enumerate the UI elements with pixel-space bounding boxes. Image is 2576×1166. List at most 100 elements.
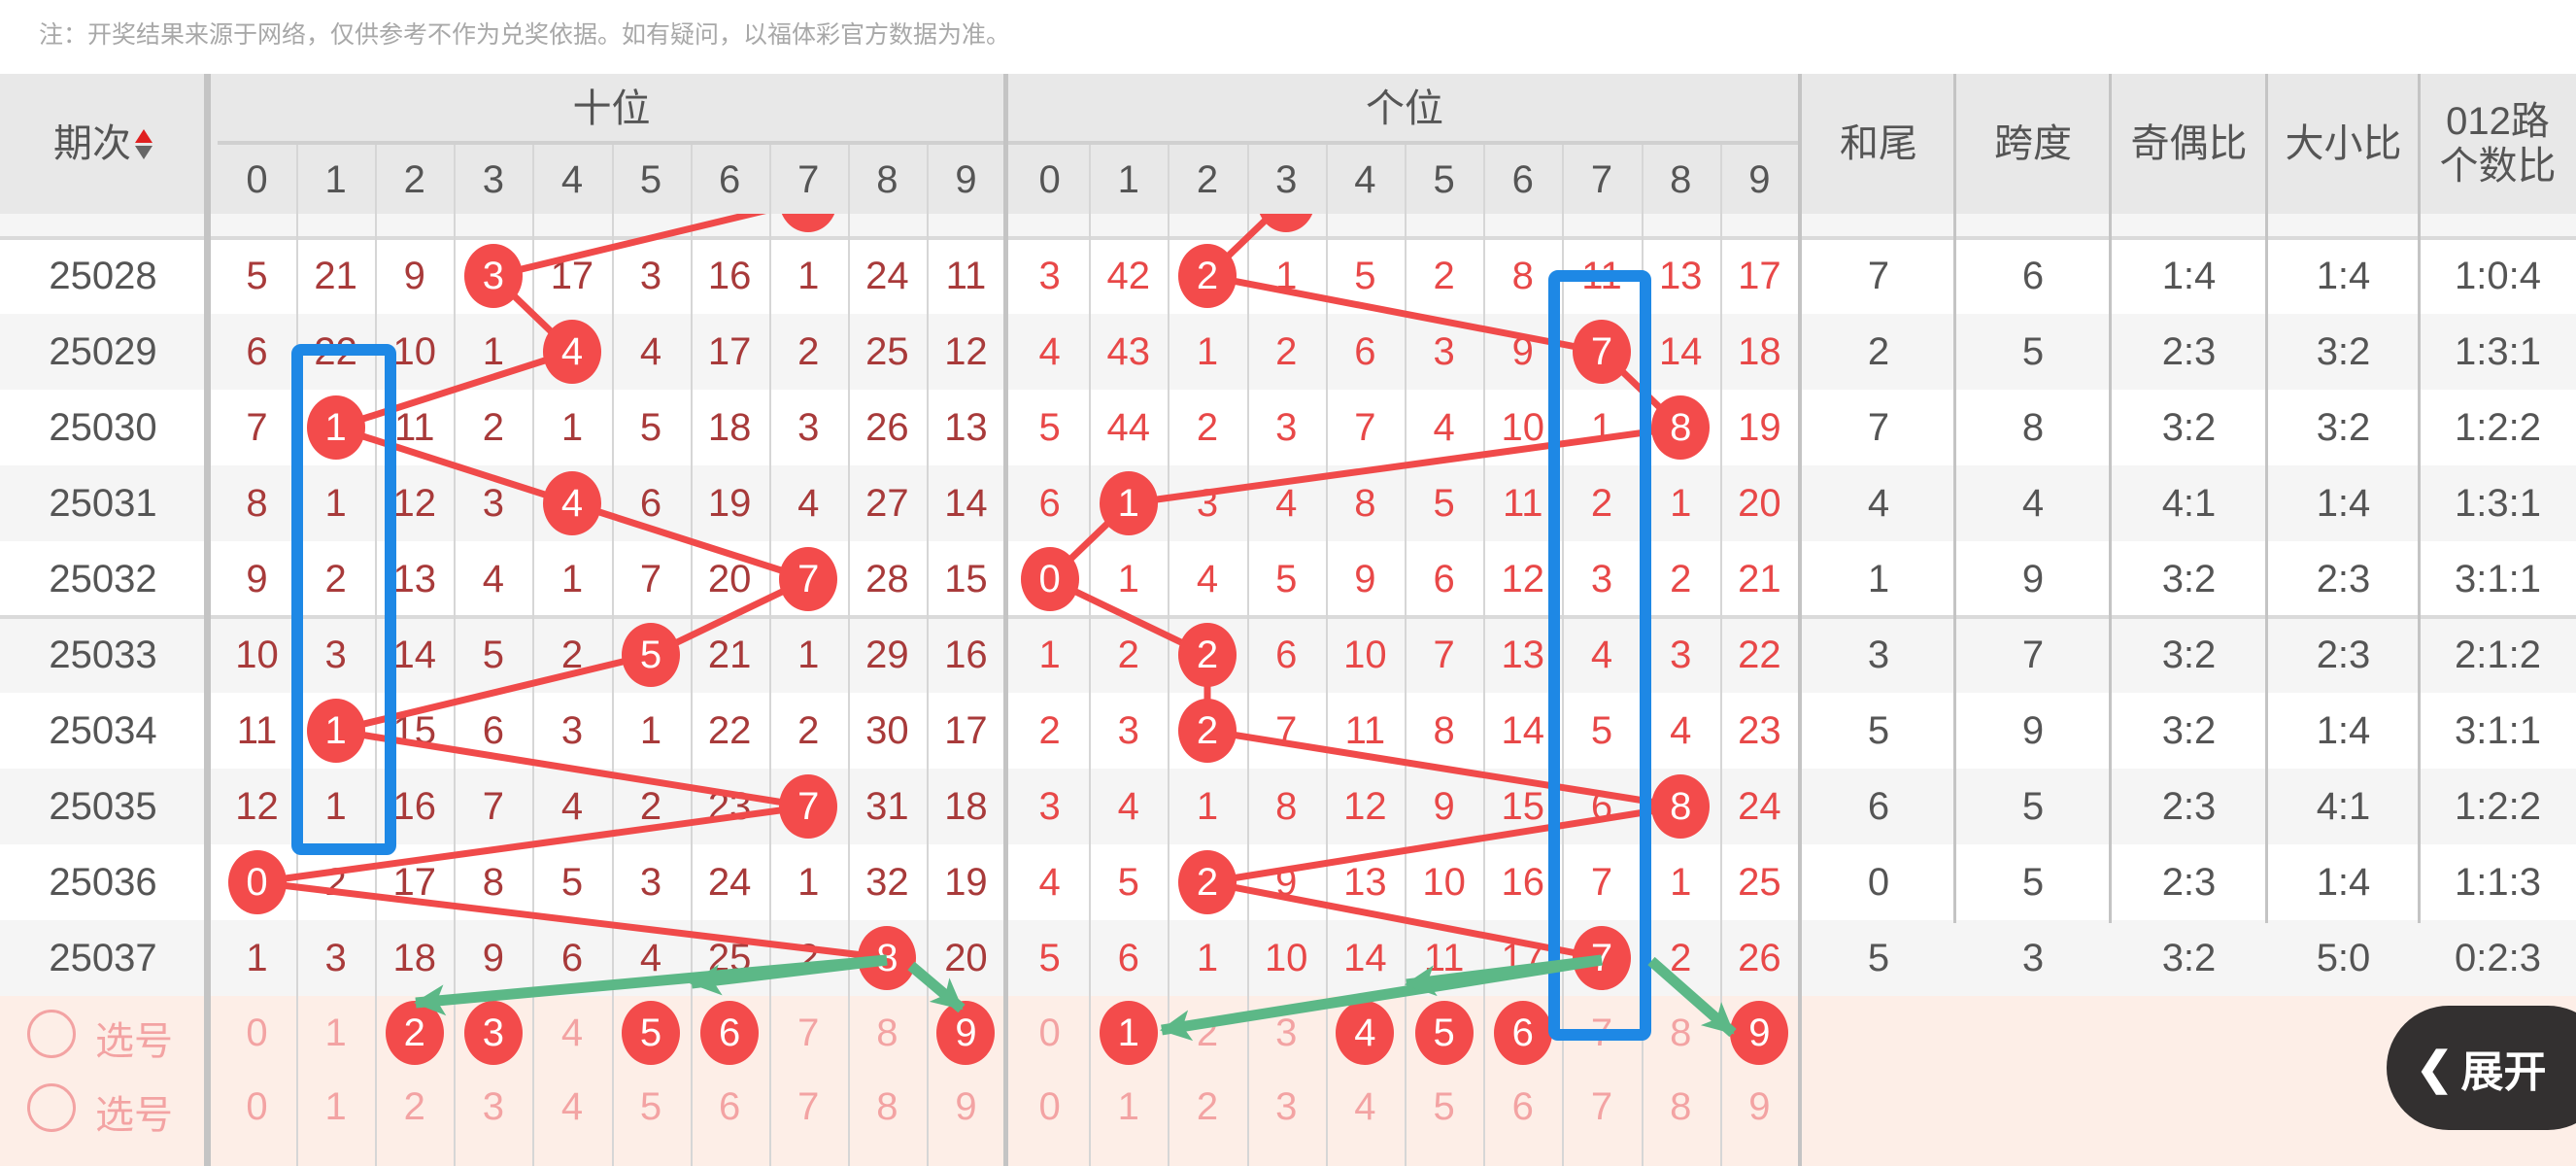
tens-omission-cell: 1 xyxy=(797,860,820,904)
tens-omission-cell: 7 xyxy=(482,784,504,828)
units-digit-header-4: 4 xyxy=(1354,157,1376,201)
units-omission-cell: 1 xyxy=(1038,633,1061,676)
tens-select-digit[interactable]: 7 xyxy=(797,1084,820,1128)
jiou-cell: 3:2 xyxy=(2161,405,2217,449)
tens-select-digit[interactable]: 0 xyxy=(246,1011,268,1054)
units-omission-cell: 2 xyxy=(1196,405,1219,449)
sort-issue-header[interactable]: 期次 xyxy=(0,74,206,214)
tens-select-digit[interactable]: 8 xyxy=(876,1084,898,1128)
kuadu-cell: 5 xyxy=(2021,784,2045,828)
tens-omission-cell: 12 xyxy=(392,481,437,525)
units-select-digit[interactable]: 8 xyxy=(1670,1011,1692,1054)
lu012-cell: 1:3:1 xyxy=(2455,481,2541,525)
tens-select-digit[interactable]: 9 xyxy=(955,1084,977,1128)
group-divider xyxy=(0,615,2576,619)
tens-select-digit[interactable]: 1 xyxy=(324,1084,347,1128)
section-divider xyxy=(2109,74,2112,214)
tens-omission-cell: 3 xyxy=(797,405,820,449)
daxiao-cell: 2:3 xyxy=(2316,633,2371,676)
units-omission-cell: 2 xyxy=(1590,481,1613,525)
tens-omission-cell: 2 xyxy=(797,936,820,979)
units-omission-cell: 1 xyxy=(1196,936,1219,979)
units-select-digit[interactable]: 7 xyxy=(1590,1011,1613,1054)
section-divider xyxy=(204,74,211,214)
units-select-digit[interactable]: 2 xyxy=(1196,1011,1219,1054)
units-omission-cell: 2 xyxy=(1117,633,1139,676)
daxiao-cell: 1:4 xyxy=(2316,254,2371,297)
select-label: 选号 xyxy=(95,1094,173,1137)
units-omission-cell: 15 xyxy=(1501,784,1545,828)
units-select-digit[interactable]: 0 xyxy=(1038,1011,1061,1054)
column-divider xyxy=(1483,145,1486,214)
units-select-digit[interactable]: 0 xyxy=(1038,1084,1061,1128)
tens-omission-cell: 17 xyxy=(550,254,594,297)
units-select-digit[interactable]: 6 xyxy=(1511,1084,1534,1128)
units-omission-cell: 14 xyxy=(1501,708,1545,752)
tens-omission-cell: 2 xyxy=(482,405,504,449)
tens-select-digit[interactable]: 4 xyxy=(560,1011,584,1054)
select-radio[interactable] xyxy=(27,1083,76,1132)
tens-omission-cell: 1 xyxy=(797,254,820,297)
units-omission-cell: 10 xyxy=(1563,214,1641,238)
chevron-left-icon: ❮ xyxy=(2416,1043,2454,1093)
tens-selected-ball[interactable]: 5 xyxy=(622,1001,681,1065)
tens-omission-cell: 1 xyxy=(324,784,347,828)
tens-omission-cell: 13 xyxy=(944,405,988,449)
units-omission-cell: 5 xyxy=(1275,557,1298,600)
tens-select-digit[interactable]: 5 xyxy=(639,1084,662,1128)
tens-omission-cell: 4 xyxy=(219,214,296,238)
tens-selected-ball[interactable]: 2 xyxy=(385,1001,444,1065)
units-select-digit[interactable]: 5 xyxy=(1433,1084,1455,1128)
tens-selected-ball[interactable]: 3 xyxy=(463,1001,523,1065)
daxiao-cell: 2:3 xyxy=(2267,214,2420,238)
units-omission-cell: 4 xyxy=(1038,329,1061,373)
units-select-digit[interactable]: 3 xyxy=(1275,1084,1298,1128)
lu012-cell: 2:2:1 xyxy=(2420,214,2576,238)
tens-select-digit[interactable]: 7 xyxy=(797,1011,820,1054)
units-omission-cell: 6 xyxy=(1169,214,1246,238)
units-omission-cell: 7 xyxy=(1275,708,1298,752)
units-omission-cell: 1 xyxy=(1117,557,1139,600)
tens-omission-cell: 8 xyxy=(246,481,268,525)
tens-select-digit[interactable]: 1 xyxy=(324,1011,347,1054)
units-select-digit[interactable]: 7 xyxy=(1590,1084,1613,1128)
select-radio[interactable] xyxy=(27,1010,76,1058)
tens-selected-ball[interactable]: 6 xyxy=(700,1001,760,1065)
lu012-header-line1: 012路 xyxy=(2446,100,2550,143)
tens-select-digit[interactable]: 0 xyxy=(246,1084,268,1128)
units-select-digit[interactable]: 4 xyxy=(1354,1084,1376,1128)
jiou-cell: 1:4 xyxy=(2161,254,2217,297)
units-omission-cell: 1 xyxy=(1590,405,1613,449)
daxiao-cell: 5:0 xyxy=(2316,936,2371,979)
column-divider xyxy=(1089,214,1092,1166)
units-omission-cell: 2 xyxy=(1433,254,1455,297)
units-select-digit[interactable]: 8 xyxy=(1670,1084,1692,1128)
units-selected-ball[interactable]: 1 xyxy=(1099,1001,1158,1065)
tens-select-digit[interactable]: 4 xyxy=(560,1084,584,1128)
tens-select-digit[interactable]: 2 xyxy=(403,1084,425,1128)
tens-omission-cell: 9 xyxy=(403,254,425,297)
units-omission-cell: 2 xyxy=(1670,557,1692,600)
units-selected-ball[interactable]: 9 xyxy=(1730,1001,1789,1065)
tens-omission-cell: 13 xyxy=(392,557,437,600)
units-omission-cell: 1 xyxy=(1406,214,1483,238)
units-omission-cell: 6 xyxy=(1354,329,1376,373)
column-divider xyxy=(1719,145,1722,214)
units-select-digit[interactable]: 1 xyxy=(1117,1084,1139,1128)
units-selected-ball[interactable]: 4 xyxy=(1336,1001,1395,1065)
units-select-digit[interactable]: 9 xyxy=(1748,1084,1771,1128)
units-selected-ball[interactable]: 6 xyxy=(1493,1001,1552,1065)
tens-select-digit[interactable]: 3 xyxy=(482,1084,504,1128)
units-selected-ball[interactable]: 5 xyxy=(1414,1001,1474,1065)
units-omission-cell: 8 xyxy=(1433,708,1455,752)
units-select-digit[interactable]: 2 xyxy=(1196,1084,1219,1128)
daxiao-cell: 2:3 xyxy=(2316,557,2371,600)
table-row: 25034 11 15 6 3 1 22 2 30 17 2 3 7 11 8 14 5 4 23 5 9 3:2 1:4 3… xyxy=(0,693,2576,769)
expand-button[interactable]: ❮ 展开 xyxy=(2387,1006,2576,1130)
units-select-digit[interactable]: 3 xyxy=(1275,1011,1298,1054)
units-omission-cell: 1 xyxy=(1275,254,1298,297)
tens-select-digit[interactable]: 6 xyxy=(719,1084,741,1128)
tens-select-digit[interactable]: 8 xyxy=(876,1011,898,1054)
tens-omission-cell: 7 xyxy=(639,557,662,600)
section-divider xyxy=(2265,74,2268,214)
